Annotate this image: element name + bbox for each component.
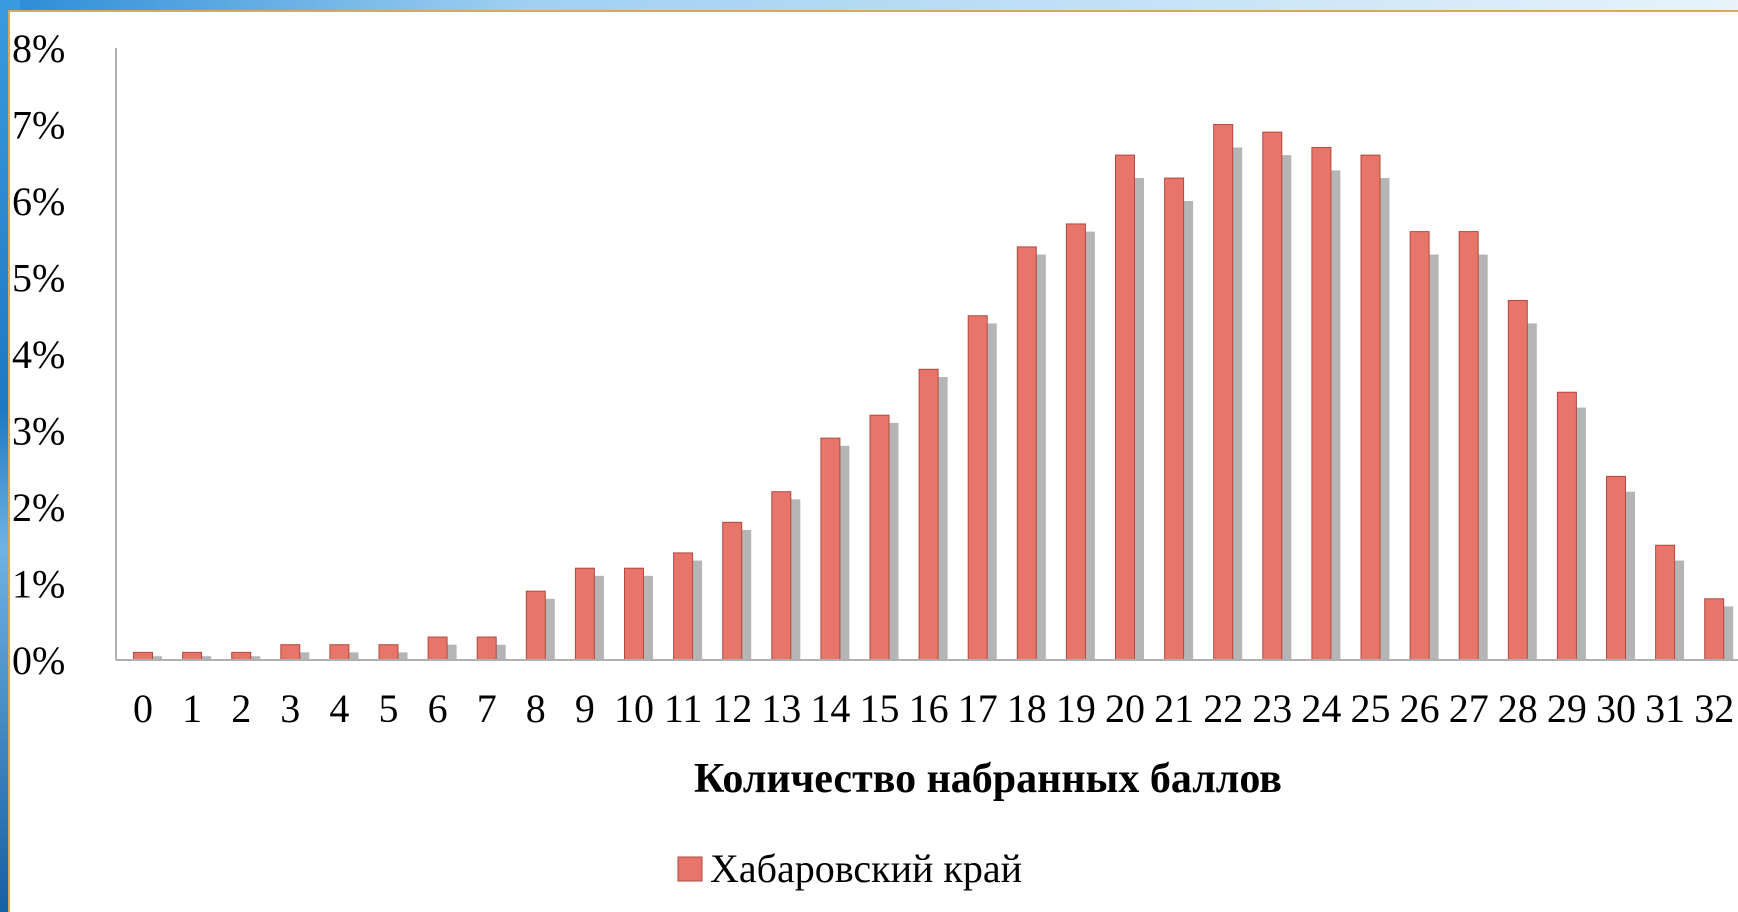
bar bbox=[526, 591, 545, 660]
bar bbox=[281, 645, 300, 660]
y-axis-ticks: 0% 1% 2% 3% 4% 5% 6% 7% 8% bbox=[12, 26, 65, 683]
x-tick-label: 27 bbox=[1449, 686, 1489, 731]
y-tick-label: 5% bbox=[12, 256, 65, 301]
x-tick-label: 23 bbox=[1252, 686, 1292, 731]
bar bbox=[1508, 300, 1527, 660]
bar bbox=[968, 316, 987, 660]
x-tick-label: 16 bbox=[909, 686, 949, 731]
bar bbox=[1116, 155, 1135, 660]
y-tick-label: 6% bbox=[12, 179, 65, 224]
x-tick-label: 5 bbox=[379, 686, 399, 731]
x-tick-label: 0 bbox=[133, 686, 153, 731]
bar bbox=[134, 652, 153, 660]
bar bbox=[1410, 232, 1429, 660]
bar bbox=[1312, 147, 1331, 660]
y-tick-label: 3% bbox=[12, 409, 65, 454]
bar bbox=[1557, 392, 1576, 660]
x-axis-ticks: 0 1 2 3 4 5 6 7 8 9 10 11 12 13 14 15 16 17 18 19 20 21 22 23 24… bbox=[133, 686, 1734, 731]
x-tick-label: 25 bbox=[1351, 686, 1391, 731]
bar bbox=[772, 492, 791, 660]
legend-swatch bbox=[678, 857, 702, 881]
x-tick-label: 3 bbox=[280, 686, 300, 731]
bar bbox=[1656, 545, 1675, 660]
bar bbox=[723, 522, 742, 660]
bar bbox=[674, 553, 693, 660]
bar bbox=[870, 415, 889, 660]
x-tick-label: 21 bbox=[1154, 686, 1194, 731]
x-tick-label: 32 bbox=[1694, 686, 1734, 731]
bar bbox=[1214, 125, 1233, 661]
x-tick-label: 19 bbox=[1056, 686, 1096, 731]
bar bbox=[183, 652, 202, 660]
x-tick-label: 17 bbox=[958, 686, 998, 731]
x-tick-label: 1 bbox=[182, 686, 202, 731]
bar bbox=[1459, 232, 1478, 660]
bar bbox=[625, 568, 644, 660]
bar bbox=[1607, 476, 1626, 660]
bar bbox=[1705, 599, 1724, 660]
bar bbox=[330, 645, 349, 660]
x-tick-label: 24 bbox=[1301, 686, 1341, 731]
bar bbox=[1066, 224, 1085, 660]
x-tick-label: 29 bbox=[1547, 686, 1587, 731]
x-tick-label: 2 bbox=[231, 686, 251, 731]
y-tick-label: 7% bbox=[12, 103, 65, 148]
legend: Хабаровский край bbox=[678, 846, 1022, 891]
bar bbox=[379, 645, 398, 660]
bar bbox=[1361, 155, 1380, 660]
legend-label: Хабаровский край bbox=[710, 846, 1022, 891]
bar bbox=[575, 568, 594, 660]
y-tick-label: 0% bbox=[12, 638, 65, 683]
y-tick-label: 4% bbox=[12, 332, 65, 377]
x-tick-label: 14 bbox=[810, 686, 850, 731]
x-tick-label: 28 bbox=[1498, 686, 1538, 731]
x-tick-label: 22 bbox=[1203, 686, 1243, 731]
x-tick-label: 15 bbox=[860, 686, 900, 731]
x-tick-label: 11 bbox=[664, 686, 703, 731]
bar bbox=[1165, 178, 1184, 660]
y-tick-label: 1% bbox=[12, 562, 65, 607]
x-tick-label: 18 bbox=[1007, 686, 1047, 731]
bar bbox=[428, 637, 447, 660]
bar bbox=[477, 637, 496, 660]
x-tick-label: 12 bbox=[712, 686, 752, 731]
x-tick-label: 9 bbox=[575, 686, 595, 731]
x-axis-title: Количество набранных баллов bbox=[694, 756, 1282, 802]
bar bbox=[1263, 132, 1282, 660]
x-tick-label: 26 bbox=[1400, 686, 1440, 731]
y-tick-label: 2% bbox=[12, 485, 65, 530]
x-tick-label: 31 bbox=[1645, 686, 1685, 731]
x-tick-label: 7 bbox=[477, 686, 497, 731]
x-tick-label: 13 bbox=[761, 686, 801, 731]
x-tick-label: 30 bbox=[1596, 686, 1636, 731]
bar-shadows bbox=[145, 147, 1733, 660]
x-tick-label: 8 bbox=[526, 686, 546, 731]
bar bbox=[919, 369, 938, 660]
bar bbox=[1017, 247, 1036, 660]
x-tick-label: 4 bbox=[329, 686, 349, 731]
bar bbox=[232, 652, 251, 660]
x-tick-label: 10 bbox=[614, 686, 654, 731]
x-tick-label: 20 bbox=[1105, 686, 1145, 731]
bar bbox=[821, 438, 840, 660]
x-tick-label: 6 bbox=[428, 686, 448, 731]
y-tick-label: 8% bbox=[12, 26, 65, 71]
